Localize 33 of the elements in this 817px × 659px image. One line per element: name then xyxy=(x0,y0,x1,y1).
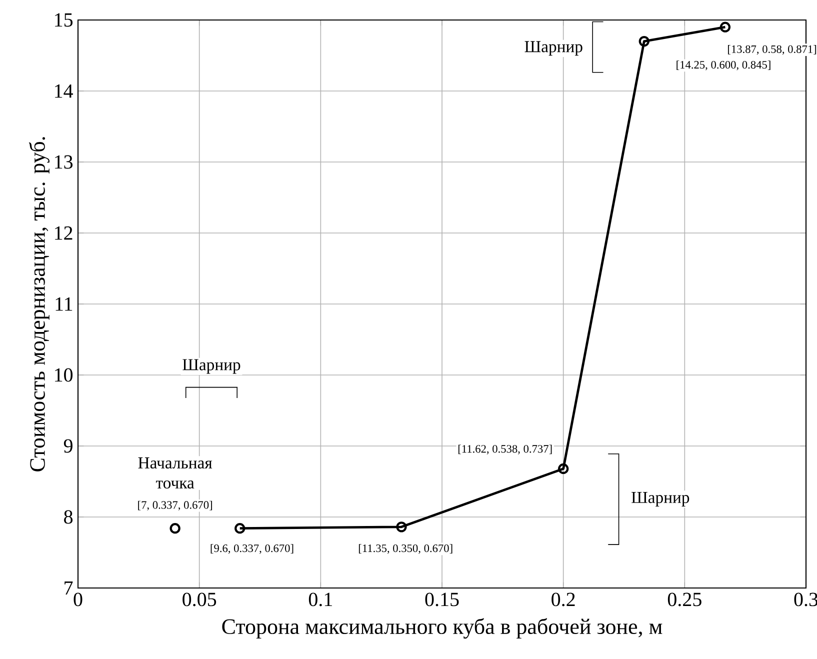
y-tick-label: 7 xyxy=(64,581,73,595)
annotation: [11.62, 0.538, 0.737] xyxy=(458,444,552,454)
y-tick-label: 13 xyxy=(55,155,73,169)
annotation: Шарнир xyxy=(524,41,582,56)
point xyxy=(170,523,180,534)
y-tick-label: 12 xyxy=(55,226,72,240)
annotation: [11.35, 0.350, 0.670] xyxy=(358,544,452,554)
point xyxy=(638,36,650,47)
x-tick-label: 0 xyxy=(74,592,82,606)
x-axis-title: Сторона максимального куба в рабочей зоне, м xyxy=(222,618,662,639)
annotation: Начальная точка xyxy=(138,457,212,489)
x-tick-label: 0.2 xyxy=(552,592,575,606)
annotation: Шарнир xyxy=(632,492,690,506)
x-tick-label: 0.05 xyxy=(182,592,216,606)
y-tick-label: 11 xyxy=(56,297,72,311)
point xyxy=(558,463,569,474)
annotation: [7, 0.337, 0.670] xyxy=(138,500,212,510)
annotation: [13.87, 0.58, 0.871] xyxy=(728,45,816,55)
point xyxy=(720,22,731,32)
x-tick-label: 0.25 xyxy=(668,592,702,606)
annotation: [14.25, 0.600, 0.845] xyxy=(676,60,770,70)
point xyxy=(396,522,407,532)
y-tick-label: 14 xyxy=(55,84,73,98)
x-tick-label: 0.1 xyxy=(308,592,332,606)
y-tick-label: 10 xyxy=(55,368,73,382)
annotation: Шарнир xyxy=(182,359,240,374)
y-axis-title: Стоимость модернизации, тыс. руб. xyxy=(28,137,50,472)
y-tick-label: 8 xyxy=(64,510,73,524)
y-tick-label: 15 xyxy=(55,13,73,27)
y-tick-label: 9 xyxy=(64,439,72,453)
point xyxy=(234,523,246,534)
x-tick-label: 0.15 xyxy=(425,592,459,606)
annotation: [9.6, 0.337, 0.670] xyxy=(210,544,294,554)
